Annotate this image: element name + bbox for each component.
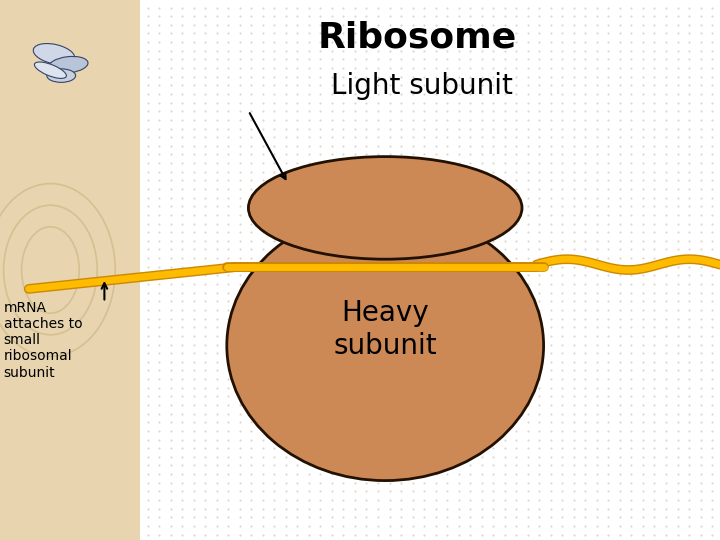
Ellipse shape bbox=[47, 69, 76, 82]
Text: Ribosome: Ribosome bbox=[318, 21, 517, 55]
Ellipse shape bbox=[35, 62, 66, 78]
Ellipse shape bbox=[227, 211, 544, 481]
Ellipse shape bbox=[49, 56, 88, 73]
Bar bbox=[0, 0, 140, 540]
Ellipse shape bbox=[248, 157, 522, 259]
Text: mRNA
attaches to
small
ribosomal
subunit: mRNA attaches to small ribosomal subunit bbox=[4, 301, 82, 380]
Ellipse shape bbox=[33, 44, 75, 64]
Text: Light subunit: Light subunit bbox=[331, 72, 513, 100]
Text: Heavy
subunit: Heavy subunit bbox=[333, 299, 437, 360]
